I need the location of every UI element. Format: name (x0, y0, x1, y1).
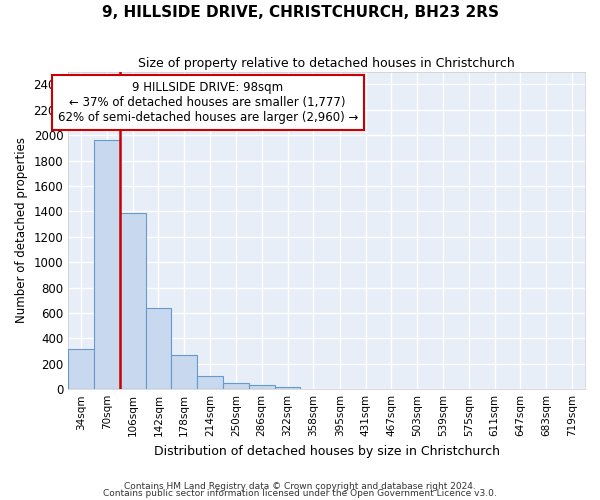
Bar (120, 212, 146, 389)
Bar (146, 308, 172, 389)
Bar (249, 384, 275, 389)
Title: Size of property relative to detached houses in Christchurch: Size of property relative to detached ho… (138, 58, 515, 70)
Bar (68, 348, 94, 389)
Y-axis label: Number of detached properties: Number of detached properties (15, 138, 28, 324)
Bar (94, 140, 120, 389)
Bar (197, 376, 223, 389)
Bar (223, 383, 249, 389)
Text: Contains public sector information licensed under the Open Government Licence v3: Contains public sector information licen… (103, 490, 497, 498)
Bar (172, 355, 197, 389)
Text: 9, HILLSIDE DRIVE, CHRISTCHURCH, BH23 2RS: 9, HILLSIDE DRIVE, CHRISTCHURCH, BH23 2R… (101, 5, 499, 20)
Text: 9 HILLSIDE DRIVE: 98sqm
← 37% of detached houses are smaller (1,777)
62% of semi: 9 HILLSIDE DRIVE: 98sqm ← 37% of detache… (58, 81, 358, 124)
X-axis label: Distribution of detached houses by size in Christchurch: Distribution of detached houses by size … (154, 444, 500, 458)
Bar (275, 386, 301, 389)
Text: Contains HM Land Registry data © Crown copyright and database right 2024.: Contains HM Land Registry data © Crown c… (124, 482, 476, 491)
